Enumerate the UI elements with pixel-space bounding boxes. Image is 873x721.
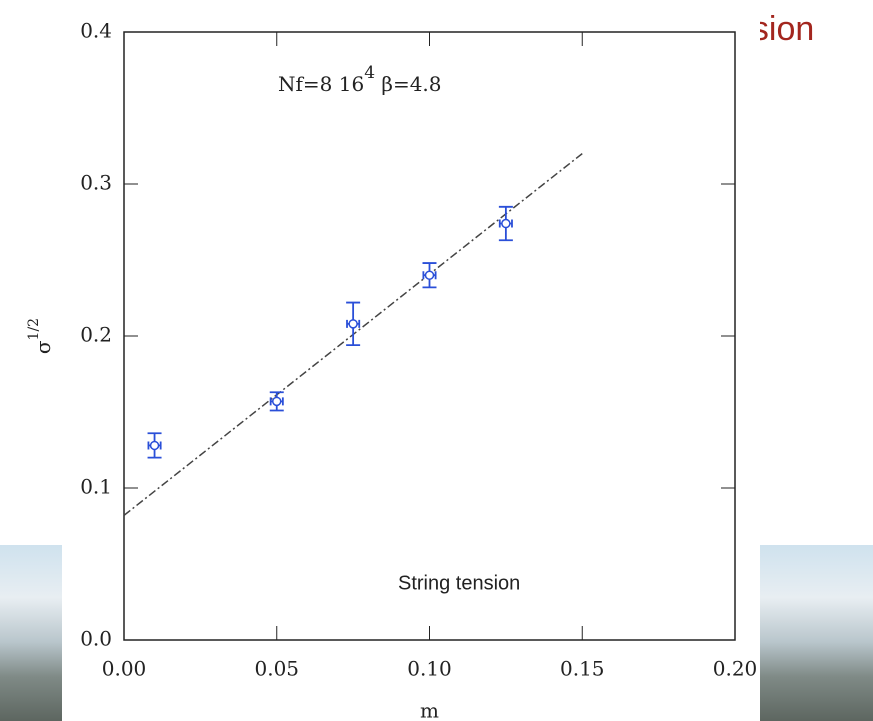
annotation-sup: 4 bbox=[364, 63, 375, 83]
caption: String tension bbox=[398, 572, 520, 594]
x-tick-label: 0.05 bbox=[254, 657, 299, 681]
data-point bbox=[348, 319, 358, 329]
x-tick-label: 0.10 bbox=[407, 657, 452, 681]
y-tick-label: 0.1 bbox=[80, 475, 112, 499]
data-point bbox=[501, 218, 511, 229]
y-tick-label: 0.0 bbox=[80, 627, 112, 651]
x-tick-label: 0.00 bbox=[102, 657, 147, 681]
annotation: Nf=8 164 β=4.8 bbox=[278, 63, 442, 96]
caption-box bbox=[385, 547, 703, 617]
x-tick-label: 0.20 bbox=[713, 657, 758, 681]
data-point bbox=[149, 440, 160, 451]
x-tick-label: 0.15 bbox=[560, 657, 605, 681]
y-axis-label-sup: 1/2 bbox=[26, 318, 42, 341]
data-point bbox=[272, 396, 282, 407]
y-tick-label: 0.4 bbox=[80, 19, 112, 43]
y-axis-label-base: σ bbox=[31, 340, 55, 354]
y-tick-label: 0.3 bbox=[80, 171, 112, 195]
annotation-text: β=4.8 bbox=[375, 72, 441, 96]
data-point bbox=[424, 270, 435, 280]
y-tick-label: 0.2 bbox=[80, 323, 112, 347]
y-axis-label: σ1/2 bbox=[26, 318, 55, 354]
x-axis-label: m bbox=[420, 699, 439, 721]
annotation-text: Nf=8 16 bbox=[278, 72, 364, 96]
